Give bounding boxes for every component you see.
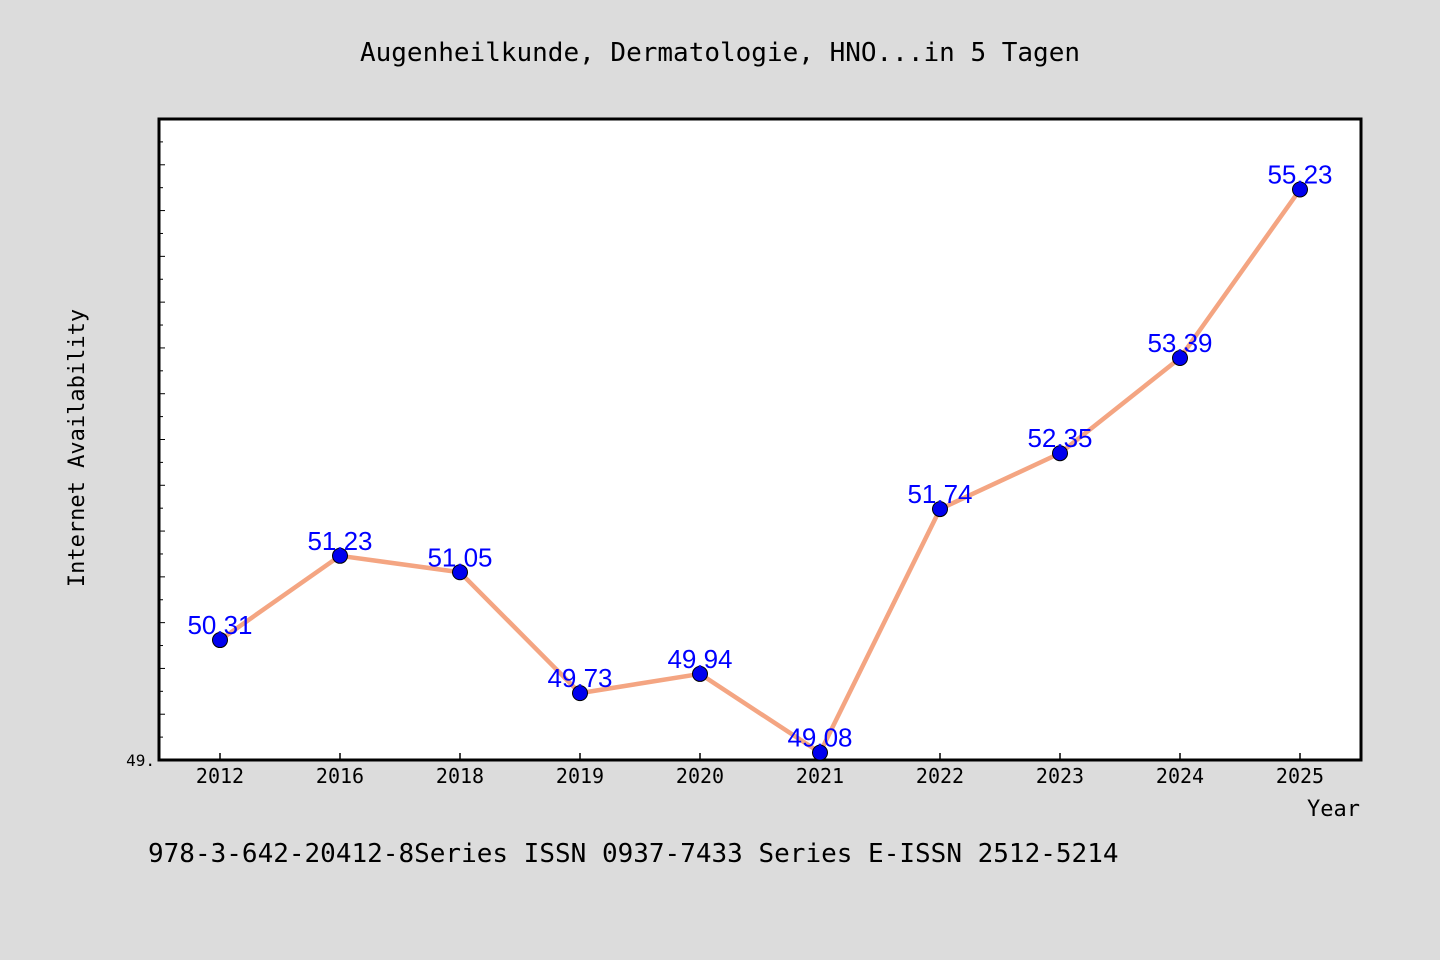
data-label: 49.08 bbox=[787, 723, 852, 753]
data-label: 52.35 bbox=[1027, 423, 1092, 453]
data-label: 49.94 bbox=[667, 644, 732, 674]
data-point bbox=[1172, 350, 1188, 367]
data-point bbox=[692, 665, 708, 682]
y-axis-ticks bbox=[159, 118, 165, 761]
plot-area bbox=[157, 117, 1363, 762]
y-tick-label: 49. bbox=[126, 751, 155, 770]
x-tick-label: 2020 bbox=[676, 764, 724, 788]
series-line bbox=[218, 188, 1302, 755]
x-tick-label: 2022 bbox=[916, 764, 964, 788]
data-point bbox=[212, 632, 228, 649]
data-point bbox=[1052, 445, 1068, 462]
data-point bbox=[812, 744, 828, 761]
data-label: 50.31 bbox=[187, 610, 252, 640]
data-label: 51.74 bbox=[907, 479, 972, 509]
data-label: 51.05 bbox=[427, 542, 492, 572]
data-labels: 50.31 51.23 51.05 49.73 49.94 49.08 51.74 52.35… bbox=[187, 160, 1332, 753]
x-tick-label: 2012 bbox=[196, 764, 244, 788]
data-point bbox=[332, 547, 348, 564]
data-point bbox=[452, 564, 468, 581]
data-label: 53.39 bbox=[1147, 328, 1212, 358]
data-label: 49.73 bbox=[547, 663, 612, 693]
x-tick-label: 2024 bbox=[1156, 764, 1204, 788]
data-point bbox=[572, 685, 588, 702]
x-tick-label: 2019 bbox=[556, 764, 604, 788]
footer-text: 978-3-642-20412-8Series ISSN 0937-7433 S… bbox=[148, 839, 1119, 869]
x-tick-label: 2016 bbox=[316, 764, 364, 788]
x-axis-label: Year bbox=[1307, 797, 1360, 822]
x-tick-label: 2021 bbox=[796, 764, 844, 788]
x-tick-label: 2023 bbox=[1036, 764, 1084, 788]
data-point bbox=[932, 501, 948, 518]
data-point bbox=[1292, 181, 1308, 198]
data-label: 51.23 bbox=[307, 526, 372, 556]
x-tick-label: 2018 bbox=[436, 764, 484, 788]
data-label: 55.23 bbox=[1267, 160, 1332, 190]
y-axis-label: Internet Availability bbox=[65, 309, 90, 587]
x-axis-tick-labels: 2012 2016 2018 2019 2020 2021 2022 2023 2024 2025 bbox=[196, 764, 1324, 788]
data-markers bbox=[212, 181, 1308, 761]
chart-title: Augenheilkunde, Dermatologie, HNO...in 5… bbox=[360, 38, 1080, 68]
x-tick-label: 2025 bbox=[1276, 764, 1324, 788]
